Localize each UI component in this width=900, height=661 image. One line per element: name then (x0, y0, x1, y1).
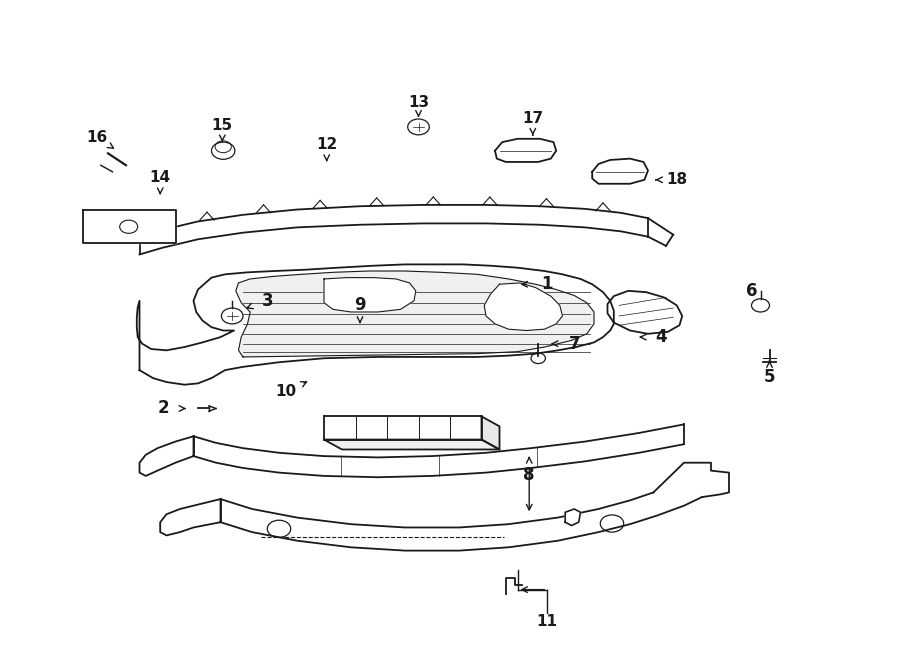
Polygon shape (482, 416, 500, 449)
Polygon shape (140, 205, 648, 254)
Text: 5: 5 (764, 368, 775, 386)
Text: 3: 3 (262, 292, 273, 310)
Text: 9: 9 (355, 296, 365, 315)
Text: 6: 6 (746, 282, 757, 300)
Polygon shape (506, 578, 522, 594)
Text: 13: 13 (408, 95, 429, 110)
Polygon shape (484, 283, 562, 330)
Polygon shape (140, 436, 194, 476)
Text: 17: 17 (522, 112, 544, 126)
Text: 2: 2 (158, 399, 169, 418)
Text: 11: 11 (536, 614, 558, 629)
Polygon shape (194, 424, 684, 477)
Text: 12: 12 (316, 137, 338, 151)
Polygon shape (495, 139, 556, 162)
Polygon shape (324, 440, 500, 449)
Polygon shape (324, 416, 482, 440)
Polygon shape (592, 159, 648, 184)
Text: 10: 10 (275, 384, 297, 399)
Polygon shape (160, 499, 220, 535)
Polygon shape (137, 264, 614, 385)
Text: 4: 4 (656, 328, 667, 346)
Polygon shape (608, 291, 682, 334)
Text: 18: 18 (666, 173, 688, 187)
Polygon shape (220, 492, 702, 551)
Text: 15: 15 (212, 118, 233, 133)
Text: 14: 14 (149, 170, 171, 184)
Polygon shape (565, 509, 581, 525)
Polygon shape (324, 278, 416, 312)
Text: 8: 8 (524, 465, 535, 484)
Text: 16: 16 (86, 130, 108, 145)
Text: 7: 7 (569, 334, 580, 353)
Polygon shape (236, 271, 594, 357)
Polygon shape (83, 210, 176, 243)
Text: 1: 1 (542, 275, 553, 293)
